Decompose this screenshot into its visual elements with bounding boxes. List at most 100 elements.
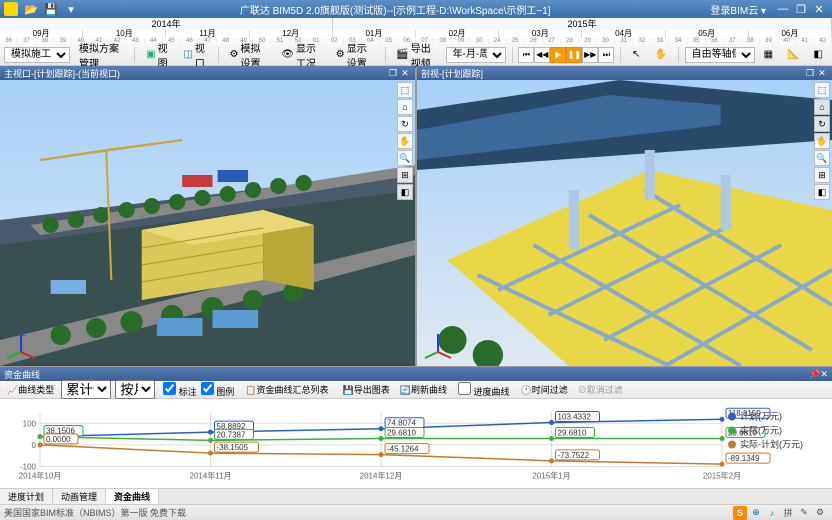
vp-tool-icon[interactable]: ◧	[397, 184, 413, 200]
viewport-close-icon[interactable]: ✕	[816, 68, 828, 79]
timeline-week[interactable]: 09	[452, 38, 470, 44]
panel-pin-icon[interactable]: 📌	[809, 369, 820, 380]
grid-icon[interactable]: ▦	[759, 47, 778, 62]
viewport-close-icon[interactable]: ✕	[399, 68, 411, 79]
timeline-month[interactable]: 09月	[0, 30, 83, 38]
first-button[interactable]: ⏮	[518, 47, 534, 63]
last-button[interactable]: ⏭	[598, 47, 614, 63]
vp-tool-icon[interactable]: ✋	[814, 133, 830, 149]
timeline-week[interactable]: 10	[470, 38, 488, 44]
timeline-month[interactable]: 05月	[666, 30, 749, 38]
timeline-week[interactable]: 39	[54, 38, 72, 44]
vp-tool-icon[interactable]: ⌂	[814, 99, 830, 115]
vp-tool-icon[interactable]: ◧	[814, 184, 830, 200]
timeline-month[interactable]: 06月	[749, 30, 832, 38]
vp-tool-icon[interactable]: 🔍	[814, 150, 830, 166]
vp-tool-icon[interactable]: ⊞	[397, 167, 413, 183]
time-filter-button[interactable]: 🕐时间过滤	[518, 382, 571, 397]
refresh-button[interactable]: 🔄刷新曲线	[397, 382, 450, 397]
section-icon[interactable]: ◧	[809, 47, 828, 62]
status-icon[interactable]: S	[733, 506, 747, 520]
viewport-max-icon[interactable]: ❐	[804, 68, 816, 79]
viewport-header: 剖视-[计划跟踪] ❐ ✕	[417, 66, 832, 80]
timeline-year[interactable]: 2015年	[333, 18, 832, 30]
status-icon[interactable]: ✎	[797, 506, 811, 520]
timeline-week[interactable]: 38	[742, 38, 760, 44]
legend-checkbox[interactable]: 图例	[201, 382, 235, 398]
timeline-week[interactable]: 30	[597, 38, 615, 44]
toolbar-icon[interactable]: 📂	[22, 2, 40, 16]
svg-text:0.0000: 0.0000	[46, 435, 71, 444]
progress-curve-checkbox[interactable]: 进度曲线	[458, 382, 510, 398]
prev-button[interactable]: ◀◀	[534, 47, 550, 63]
vp-tool-icon[interactable]: ⬚	[397, 82, 413, 98]
mode-select[interactable]: 模拟施工	[4, 47, 70, 63]
timeline-week[interactable]: 27	[543, 38, 561, 44]
user-login[interactable]: 登录BIM云 ▾	[710, 2, 766, 17]
timeline-week[interactable]: 33	[651, 38, 669, 44]
minimize-icon[interactable]: —	[774, 2, 792, 16]
export-chart-button[interactable]: 💾导出图表	[340, 382, 393, 397]
viewport-canvas-section[interactable]: ⬚ ⌂ ↻ ✋ 🔍 ⊞ ◧	[417, 80, 832, 366]
curve-type-select[interactable]: 累计值	[61, 380, 111, 399]
timeline-week[interactable]: 42	[814, 38, 832, 44]
timeline-month[interactable]: 03月	[499, 30, 582, 38]
vp-tool-icon[interactable]: ⬚	[814, 82, 830, 98]
camera-select[interactable]: 自由等轴侧	[685, 47, 755, 63]
tab[interactable]: 动画管理	[53, 489, 106, 504]
timeline-week[interactable]: 41	[796, 38, 814, 44]
time-unit-select[interactable]: 年-月-周	[446, 47, 506, 63]
status-icon[interactable]: ♪	[765, 506, 779, 520]
viewport-tools: ⬚ ⌂ ↻ ✋ 🔍 ⊞ ◧	[814, 82, 830, 200]
viewport-canvas-main[interactable]: ZXY ⬚ ⌂ ↻ ✋ 🔍 ⊞ ◧	[0, 80, 415, 366]
unit-select[interactable]: 按月	[115, 380, 155, 399]
timeline-week[interactable]: 28	[561, 38, 579, 44]
workspace: 主视口-[计划跟踪]-(当前视口) ❐ ✕	[0, 66, 832, 366]
timeline-month[interactable]: 04月	[582, 30, 665, 38]
status-icon[interactable]: ⊕	[749, 506, 763, 520]
cancel-filter-button[interactable]: ⊘取消过滤	[575, 382, 626, 397]
timeline-week[interactable]: 32	[633, 38, 651, 44]
timeline-week[interactable]: 34	[669, 38, 687, 44]
tab[interactable]: 进度计划	[0, 489, 53, 504]
timeline-week[interactable]: 39	[760, 38, 778, 44]
vp-tool-icon[interactable]: ✋	[397, 133, 413, 149]
timeline-week[interactable]: 36	[0, 38, 18, 44]
pan-icon[interactable]: ✋	[649, 47, 671, 62]
toolbar-icon[interactable]: 💾	[42, 2, 60, 16]
timeline-week[interactable]: 37	[18, 38, 36, 44]
annotate-checkbox[interactable]: 标注	[163, 382, 197, 398]
close-icon[interactable]: ✕	[810, 2, 828, 16]
svg-text:-38.1505: -38.1505	[217, 443, 249, 452]
timeline-week[interactable]: 35	[688, 38, 706, 44]
viewport-max-icon[interactable]: ❐	[387, 68, 399, 79]
svg-text:2015年1月: 2015年1月	[532, 471, 570, 481]
timeline-week[interactable]: 38	[36, 38, 54, 44]
vp-tool-icon[interactable]: ↻	[397, 116, 413, 132]
timeline-week[interactable]: 25	[507, 38, 525, 44]
timeline-week[interactable]: 24	[489, 38, 507, 44]
next-button[interactable]: ▶▶	[582, 47, 598, 63]
measure-icon[interactable]: 📐	[782, 47, 804, 62]
status-icon[interactable]: 拼	[781, 506, 795, 520]
tab[interactable]: 资金曲线	[106, 489, 159, 504]
timeline-week[interactable]: 36	[706, 38, 724, 44]
vp-tool-icon[interactable]: ↻	[814, 116, 830, 132]
timeline-week[interactable]: 37	[724, 38, 742, 44]
status-icon[interactable]: ⚙	[813, 506, 827, 520]
cursor-icon[interactable]: ↖	[627, 47, 645, 62]
timeline-week[interactable]: 26	[525, 38, 543, 44]
timeline-week[interactable]: 40	[778, 38, 796, 44]
maximize-icon[interactable]: ❐	[792, 2, 810, 16]
timeline-week[interactable]: 31	[615, 38, 633, 44]
play-button[interactable]: ▶	[550, 47, 566, 63]
vp-tool-icon[interactable]: ⊞	[814, 167, 830, 183]
panel-close-icon[interactable]: ✕	[820, 369, 828, 380]
pause-button[interactable]: ❚❚	[566, 47, 582, 63]
toolbar-icon[interactable]: ▾	[62, 2, 80, 16]
timeline-week[interactable]: 29	[579, 38, 597, 44]
vp-tool-icon[interactable]: 🔍	[397, 150, 413, 166]
vp-tool-icon[interactable]: ⌂	[397, 99, 413, 115]
playback-controls: ⏮ ◀◀ ▶ ❚❚ ▶▶ ⏭	[518, 47, 614, 63]
summary-button[interactable]: 📋资金曲线汇总列表	[242, 382, 331, 397]
